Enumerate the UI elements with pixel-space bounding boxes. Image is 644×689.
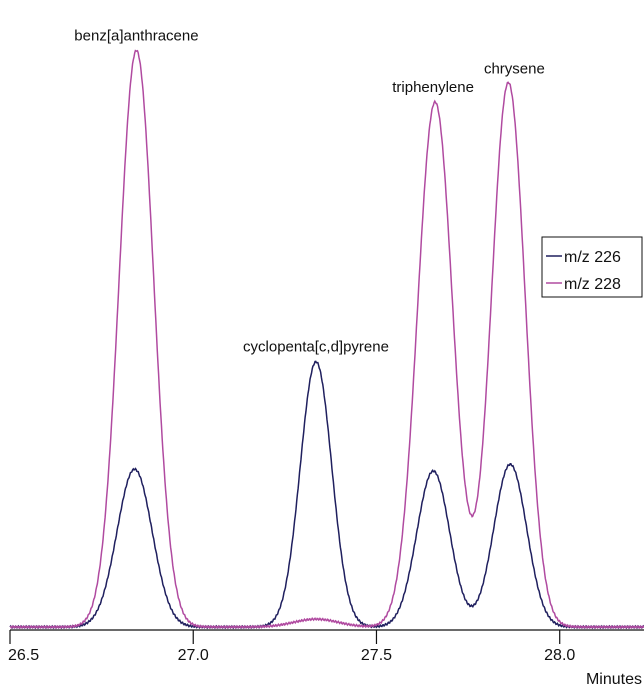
x-tick-label: 27.5 xyxy=(361,647,392,664)
x-axis-ticks: 26.5 27.0 27.5 28.0 xyxy=(8,630,575,664)
x-axis-label: Minutes xyxy=(586,671,642,688)
peak-label: cyclopenta[c,d]pyrene xyxy=(243,339,389,356)
legend-label: m/z 226 xyxy=(564,249,621,266)
peak-label: chrysene xyxy=(484,61,545,78)
peak-label: triphenylene xyxy=(392,79,474,96)
traces-group xyxy=(9,49,644,630)
x-tick-label: 28.0 xyxy=(544,647,575,664)
legend-box xyxy=(541,236,643,298)
series-line-m-z-226 xyxy=(9,360,644,630)
peak-label: benz[a]anthracene xyxy=(74,27,198,44)
x-tick-label: 27.0 xyxy=(178,647,209,664)
legend-label: m/z 228 xyxy=(564,276,621,293)
x-tick-label: 26.5 xyxy=(8,647,39,664)
peak-annotations: benz[a]anthracene cyclopenta[c,d]pyrene tr… xyxy=(74,27,545,355)
legend: m/z 226 m/z 228 xyxy=(541,236,643,298)
series-line-m-z-228 xyxy=(9,49,644,630)
